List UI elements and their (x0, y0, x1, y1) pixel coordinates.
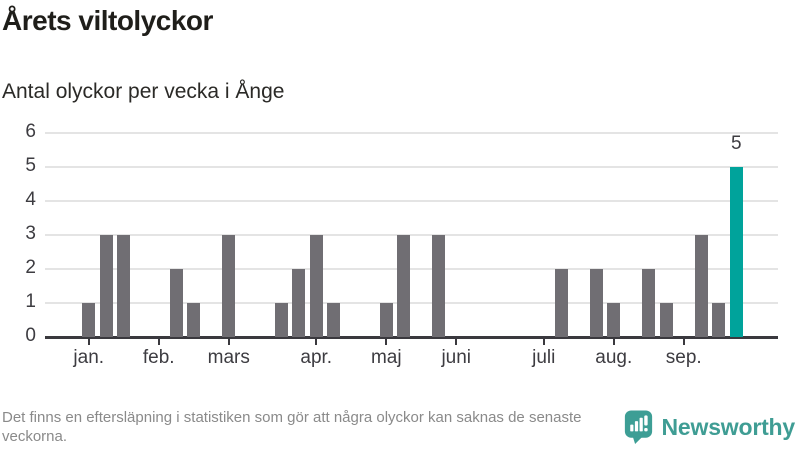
newsworthy-logo-icon (624, 410, 652, 445)
x-axis-label-aug: aug. (595, 347, 633, 368)
x-axis-label-sep: sep. (665, 347, 702, 368)
x-axis-label-juli: juli (532, 347, 556, 368)
bar-week-32 (589, 269, 603, 337)
gridline (45, 268, 778, 270)
x-axis-label-juni: juni (441, 347, 472, 368)
bar-value-label: 5 (730, 133, 742, 154)
bar-week-14 (274, 303, 288, 337)
gridline (45, 234, 778, 236)
y-axis-label: 6 (25, 121, 36, 142)
x-axis-tick-jan (87, 338, 90, 345)
x-axis-line (45, 336, 778, 339)
bar-week-21 (397, 235, 411, 337)
x-axis-label-apr: apr. (300, 347, 333, 368)
bar-week-16 (309, 235, 323, 337)
newsworthy-logo[interactable]: Newsworthy (623, 409, 795, 445)
gridline (45, 302, 778, 304)
bar-week-8 (169, 269, 183, 337)
y-axis-label: 0 (25, 325, 36, 346)
bar-week-33 (607, 303, 621, 337)
bar-week-35 (642, 269, 656, 337)
x-axis-tick-maj (385, 338, 388, 345)
y-axis-label: 3 (25, 223, 36, 244)
bar-week-36 (659, 303, 673, 337)
chart-title: Årets viltolyckor (2, 5, 213, 36)
gridline (45, 132, 778, 134)
y-axis-label: 5 (25, 155, 36, 176)
bar-week-3 (82, 303, 96, 337)
x-axis-label-maj: maj (370, 347, 402, 368)
chart-subtitle: Antal olyckor per vecka i Ånge (2, 80, 285, 103)
x-axis-tick-juni (455, 338, 458, 345)
bar-week-20 (379, 303, 393, 337)
x-axis-tick-apr (315, 338, 318, 345)
bar-week-38 (694, 235, 708, 337)
bar-week-17 (327, 303, 341, 337)
gridline (45, 166, 778, 168)
x-axis-label-feb: feb. (142, 347, 175, 368)
bar-week-23 (432, 235, 446, 337)
footnote: Det finns en eftersläpning i statistiken… (2, 409, 582, 445)
x-axis-tick-mars (227, 338, 230, 345)
y-axis-label: 1 (25, 291, 36, 312)
bar-week-9 (187, 303, 201, 337)
y-axis-label: 4 (25, 189, 36, 210)
x-axis-tick-juli (542, 338, 545, 345)
newsworthy-logo-text: Newsworthy (661, 413, 796, 440)
gridline (45, 200, 778, 202)
x-axis-tick-aug (612, 338, 615, 345)
bar-week-4 (99, 235, 113, 337)
bar-week-40 (729, 167, 743, 337)
x-axis-label-mars: mars (207, 347, 250, 368)
x-axis-tick-feb (157, 338, 160, 345)
bar-week-30 (554, 269, 568, 337)
bar-week-11 (222, 235, 236, 337)
bar-week-15 (292, 269, 306, 337)
x-axis-label-jan: jan. (73, 347, 105, 368)
x-axis-tick-sep (682, 338, 685, 345)
bar-week-39 (712, 303, 726, 337)
bar-week-5 (117, 235, 131, 337)
y-axis-label: 2 (25, 257, 36, 278)
